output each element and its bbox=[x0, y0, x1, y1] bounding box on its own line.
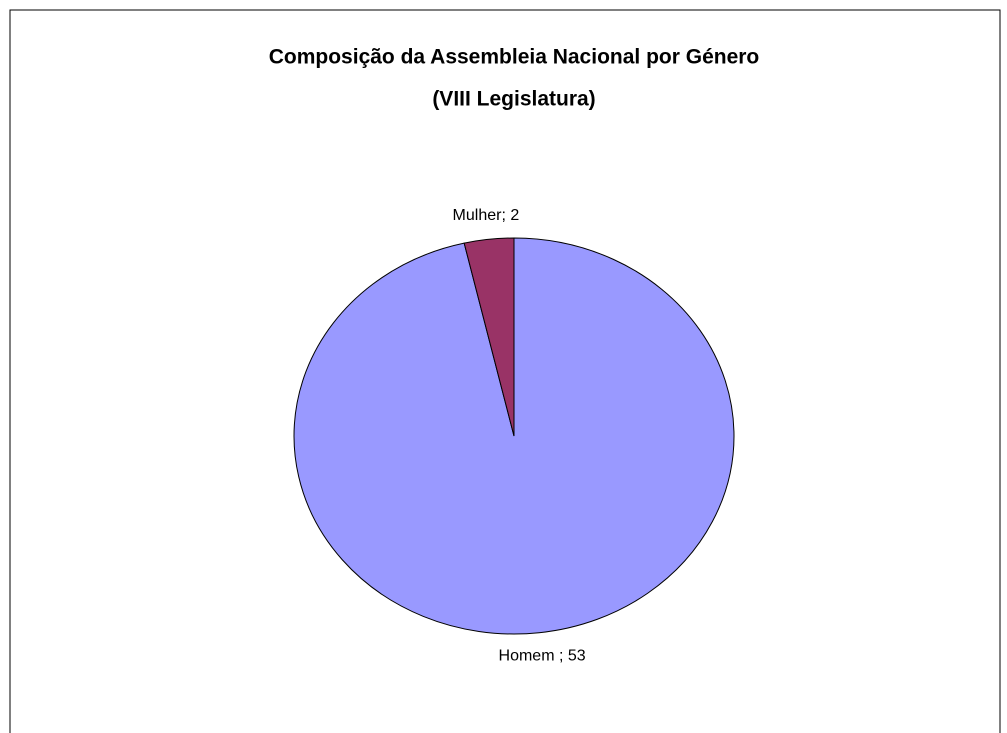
data-label: Mulher; 2 bbox=[453, 207, 520, 224]
pie-slice bbox=[463, 237, 515, 437]
data-label: Homem ; 53 bbox=[499, 648, 586, 665]
chart-title: Composição da Assembleia Nacional por Gé… bbox=[269, 46, 760, 69]
chart-subtitle: (VIII Legislatura) bbox=[432, 88, 595, 111]
